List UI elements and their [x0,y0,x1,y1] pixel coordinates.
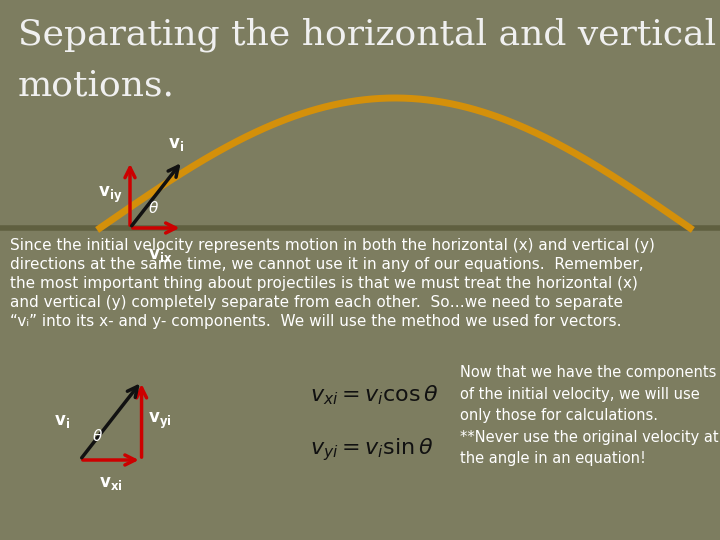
Text: $\mathbf{v_{ix}}$: $\mathbf{v_{ix}}$ [148,246,172,264]
Text: Since the initial velocity represents motion in both the horizontal (x) and vert: Since the initial velocity represents mo… [10,238,655,253]
Text: $v_{xi} = v_i \cos\theta$: $v_{xi} = v_i \cos\theta$ [310,383,439,407]
Text: $\mathbf{v_{yi}}$: $\mathbf{v_{yi}}$ [148,410,171,431]
Text: Now that we have the components
of the initial velocity, we will use
only those : Now that we have the components of the i… [460,365,719,467]
Text: the most important thing about projectiles is that we must treat the horizontal : the most important thing about projectil… [10,276,638,291]
Text: $\theta$: $\theta$ [148,200,159,216]
Text: $\mathbf{v_i}$: $\mathbf{v_i}$ [168,135,184,153]
Text: $\mathbf{v_{xi}}$: $\mathbf{v_{xi}}$ [99,474,122,492]
Text: directions at the same time, we cannot use it in any of our equations.  Remember: directions at the same time, we cannot u… [10,257,644,272]
Text: $\mathbf{v_{iy}}$: $\mathbf{v_{iy}}$ [98,184,122,205]
Text: Separating the horizontal and vertical: Separating the horizontal and vertical [18,18,716,52]
Text: motions.: motions. [18,68,175,102]
Text: $\theta$: $\theta$ [92,428,103,444]
Text: “vᵢ” into its x- and y- components.  We will use the method we used for vectors.: “vᵢ” into its x- and y- components. We w… [10,314,621,329]
Text: $v_{yi} = v_i \sin\theta$: $v_{yi} = v_i \sin\theta$ [310,437,433,463]
Text: $\mathbf{v_i}$: $\mathbf{v_i}$ [54,411,70,430]
Text: and vertical (y) completely separate from each other.  So…we need to separate: and vertical (y) completely separate fro… [10,295,623,310]
